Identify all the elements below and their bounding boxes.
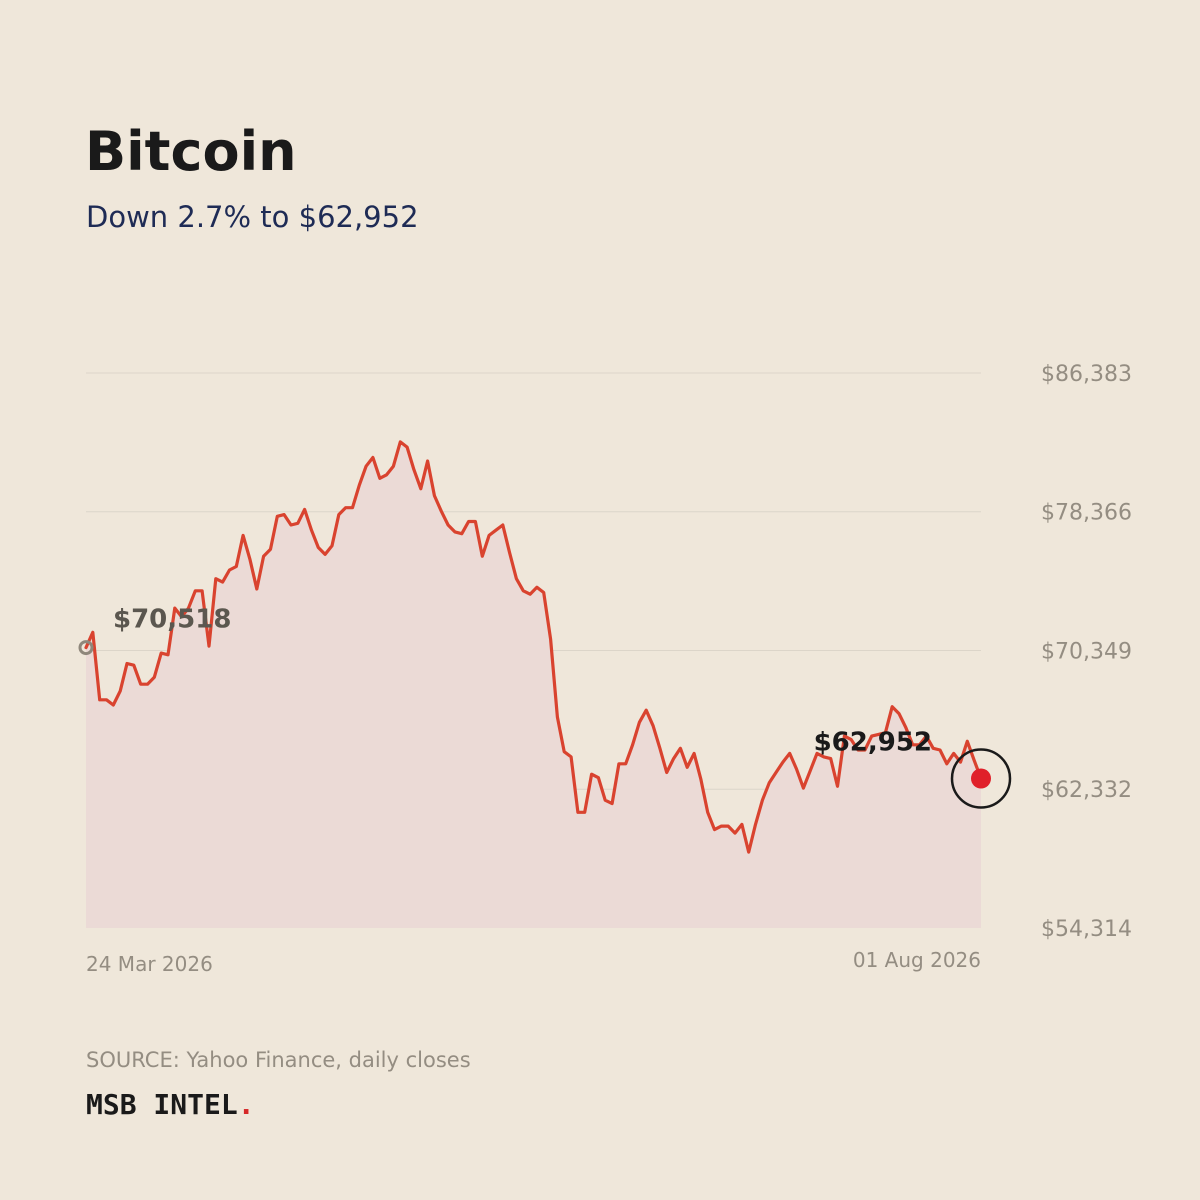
chart-title: Bitcoin (85, 120, 297, 183)
brand-logo: MSB INTEL. (86, 1088, 255, 1121)
brand-name: MSB INTEL (86, 1088, 238, 1121)
end-point-marker (971, 768, 991, 789)
brand-dot: . (237, 1088, 255, 1121)
price-area-fill (86, 441, 981, 928)
x-axis-start-label: 24 Mar 2026 (86, 952, 213, 976)
x-axis-end-label: 01 Aug 2026 (853, 948, 981, 972)
chart-subtitle: Down 2.7% to $62,952 (86, 200, 419, 234)
end-point-highlight-ring (950, 748, 1012, 809)
end-value-label: $62,952 (814, 728, 932, 758)
y-tick-label: $54,314 (1041, 917, 1132, 942)
y-tick-label: $86,383 (1041, 362, 1132, 387)
start-point-marker (78, 640, 94, 656)
y-tick-label: $78,366 (1041, 501, 1132, 526)
y-tick-label: $70,349 (1041, 639, 1132, 664)
y-tick-label: $62,332 (1041, 778, 1132, 803)
start-value-label: $70,518 (113, 605, 231, 635)
y-axis-ticks: $54,314 $62,332 $70,349 $78,366 $86,383 (1041, 362, 1132, 942)
price-line (84, 440, 983, 854)
source-note: SOURCE: Yahoo Finance, daily closes (86, 1048, 471, 1072)
